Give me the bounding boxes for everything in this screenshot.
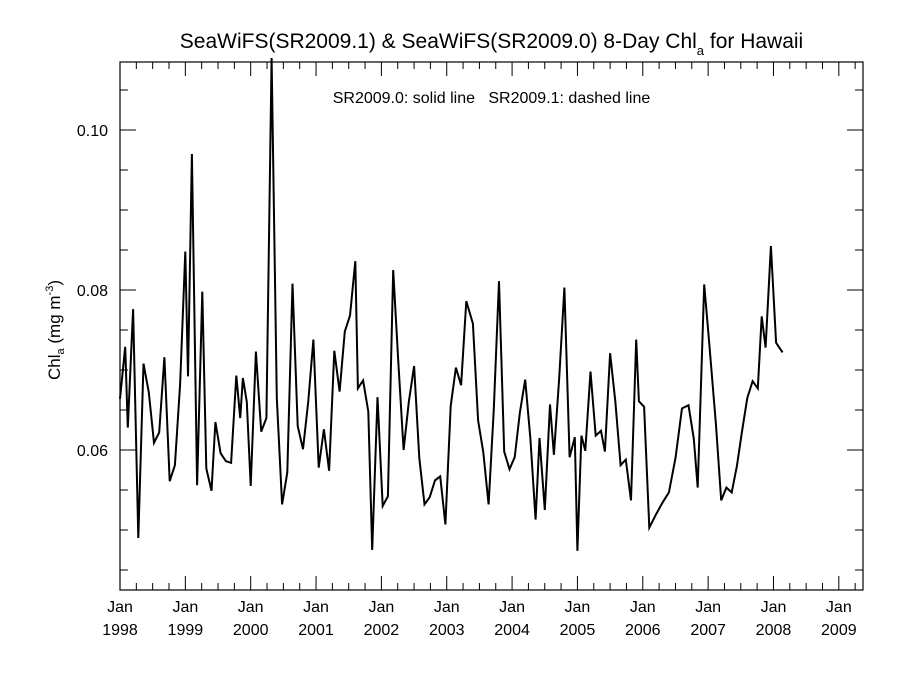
line-style-annotation: SR2009.0: solid line SR2009.1: dashed li…	[332, 90, 651, 107]
chart-title: SeaWiFS(SR2009.1) & SeaWiFS(SR2009.0) 8-…	[120, 30, 863, 58]
x-tick-year-label: 2008	[756, 622, 792, 639]
chart-title-prefix: SeaWiFS(SR2009.1) & SeaWiFS(SR2009.0) 8-…	[179, 30, 697, 53]
x-tick-month-label: Jan	[303, 599, 329, 616]
x-tick-year-label: 2000	[233, 622, 269, 639]
x-tick-month-label: Jan	[107, 599, 133, 616]
x-tick-month-label: Jan	[238, 599, 264, 616]
chart-title-suffix: for Hawaii	[704, 30, 804, 53]
x-tick-year-label: 2005	[560, 622, 596, 639]
x-tick-month-label: Jan	[761, 599, 787, 616]
x-tick-year-label: 2006	[625, 622, 661, 639]
y-tick-label: 0.10	[77, 123, 108, 140]
plot-frame	[119, 61, 864, 591]
x-tick-year-label: 2009	[821, 622, 857, 639]
x-tick-month-label: Jan	[695, 599, 721, 616]
x-tick-year-label: 2001	[298, 622, 334, 639]
x-tick-month-label: Jan	[499, 599, 525, 616]
x-tick-month-label: Jan	[630, 599, 656, 616]
x-tick-year-label: 2007	[690, 622, 726, 639]
x-tick-year-label: 2004	[494, 622, 530, 639]
series-line-solid	[119, 57, 784, 551]
x-tick-year-label: 1998	[102, 622, 138, 639]
x-tick-year-label: 1999	[168, 622, 204, 639]
x-tick-year-label: 2003	[429, 622, 465, 639]
x-tick-month-label: Jan	[434, 599, 460, 616]
x-tick-year-label: 2002	[364, 622, 400, 639]
y-minor-ticks	[120, 89, 863, 571]
y-tick-label: 0.08	[77, 283, 108, 300]
x-tick-month-label: Jan	[172, 599, 198, 616]
x-tick-month-label: Jan	[565, 599, 591, 616]
chart-title-subscript: a	[696, 43, 705, 58]
x-axis-ticks: Jan 1998 Jan 1999 Jan 2000 Jan 2001 Jan 2002 Jan 20…	[102, 62, 857, 639]
x-tick-month-label: Jan	[826, 599, 852, 616]
y-axis-ticks: 0.06 0.08 0.10	[77, 123, 863, 460]
y-tick-label: 0.06	[77, 443, 108, 460]
x-tick-month-label: Jan	[368, 599, 394, 616]
series-group	[119, 57, 784, 551]
